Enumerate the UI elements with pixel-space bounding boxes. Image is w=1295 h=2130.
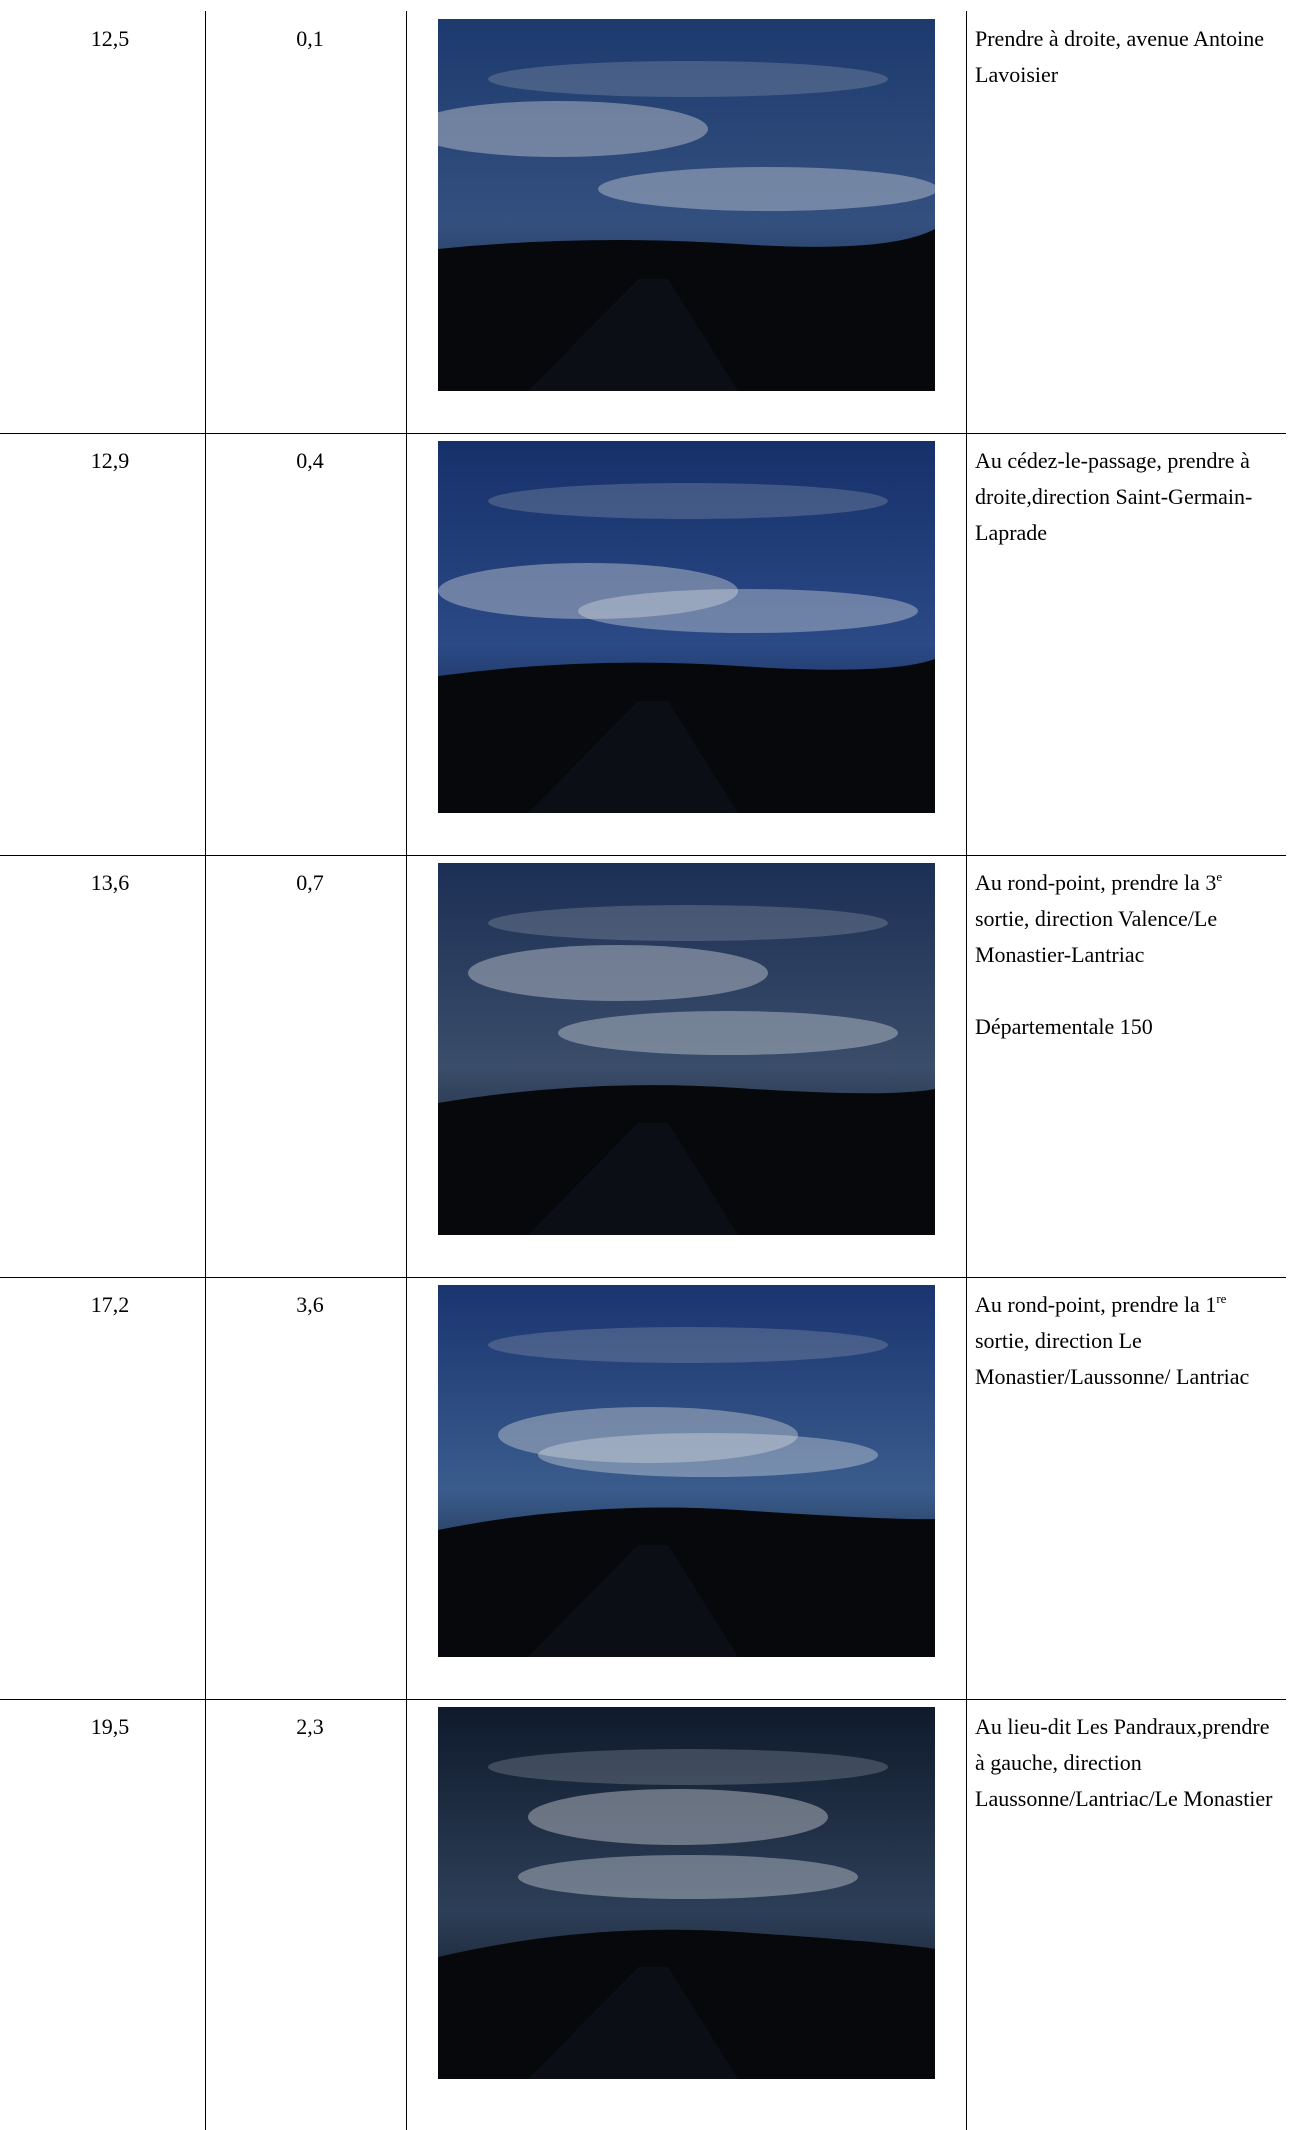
distance-cell: 0,4 [296, 448, 324, 473]
km-cell: 17,2 [90, 1292, 130, 1317]
road-photo [438, 19, 935, 391]
road-photo [438, 863, 935, 1235]
column-rule [966, 11, 967, 2130]
ordinal-suffix: re [1216, 1291, 1227, 1306]
road-photo [438, 1707, 935, 2079]
km-cell: 19,5 [90, 1714, 130, 1739]
instruction-part: sortie, direction Le Monastier/Laussonne… [975, 1328, 1250, 1389]
distance-cell: 0,1 [296, 26, 324, 51]
row-rule [0, 433, 1286, 434]
instruction-text: Au rond-point, prendre la 3e sortie, dir… [975, 865, 1275, 973]
instruction-part: Au rond-point, prendre la 3 [975, 870, 1217, 895]
column-rule [205, 11, 206, 2130]
instruction-part: Au lieu-dit Les Pandraux,prendre à gauch… [975, 1714, 1273, 1811]
instruction-text: Prendre à droite, avenue Antoine Lavoisi… [975, 21, 1275, 93]
instruction-part: Au cédez-le-passage, prendre à droite,di… [975, 448, 1253, 545]
km-cell: 12,5 [90, 26, 130, 51]
road-note: Départementale 150 [975, 1014, 1153, 1039]
row-rule [0, 1699, 1286, 1700]
distance-cell: 2,3 [296, 1714, 324, 1739]
instruction-part: Prendre à droite, avenue Antoine Lavoisi… [975, 26, 1264, 87]
instruction-cell: Au lieu-dit Les Pandraux,prendre à gauch… [975, 1709, 1275, 1853]
instruction-text: Au lieu-dit Les Pandraux,prendre à gauch… [975, 1709, 1275, 1817]
row-rule [0, 855, 1286, 856]
instruction-text: Au cédez-le-passage, prendre à droite,di… [975, 443, 1275, 551]
instruction-text: Au rond-point, prendre la 1re sortie, di… [975, 1287, 1275, 1395]
ordinal-suffix: e [1216, 869, 1223, 884]
road-photo [438, 441, 935, 813]
distance-cell: 0,7 [296, 870, 324, 895]
instruction-part: Au rond-point, prendre la 1 [975, 1292, 1217, 1317]
instruction-cell: Prendre à droite, avenue Antoine Lavoisi… [975, 21, 1275, 129]
column-rule [406, 11, 407, 2130]
km-cell: 12,9 [90, 448, 130, 473]
instruction-part: sortie, direction Valence/Le Monastier-L… [975, 906, 1218, 967]
km-cell: 13,6 [90, 870, 130, 895]
row-rule [0, 1277, 1286, 1278]
instruction-cell: Au rond-point, prendre la 3e sortie, dir… [975, 865, 1275, 1081]
distance-cell: 3,6 [296, 1292, 324, 1317]
road-photo [438, 1285, 935, 1657]
instruction-cell: Au rond-point, prendre la 1re sortie, di… [975, 1287, 1275, 1431]
instruction-cell: Au cédez-le-passage, prendre à droite,di… [975, 443, 1275, 587]
